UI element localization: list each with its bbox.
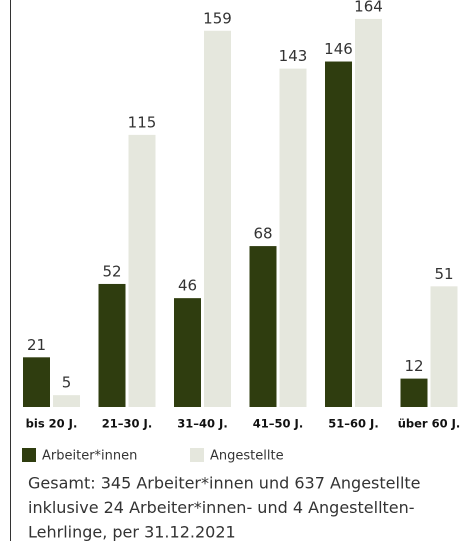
bar <box>204 30 231 407</box>
value-label: 164 <box>354 0 383 15</box>
bar <box>355 18 382 407</box>
x-tick-label: 41–50 J. <box>253 417 303 431</box>
bar <box>279 68 307 407</box>
x-tick-label: 21–30 J. <box>102 417 152 431</box>
x-tick-label: über 60 J. <box>398 417 461 431</box>
value-label: 115 <box>128 113 157 131</box>
bar <box>23 357 50 407</box>
x-tick-label: bis 20 J. <box>26 417 78 431</box>
footnote: Lehrlinge, per 31.12.2021 <box>28 523 236 541</box>
value-label: 146 <box>324 40 353 58</box>
x-tick-label: 51–60 J. <box>328 417 378 431</box>
legend-swatch <box>190 448 204 462</box>
bar <box>98 283 126 407</box>
bar <box>53 395 80 407</box>
legend-label: Angestellte <box>210 449 284 464</box>
value-label: 21 <box>27 336 46 354</box>
value-label: 68 <box>253 225 272 243</box>
value-label: 52 <box>102 262 121 280</box>
x-tick-label: 31–40 J. <box>177 417 227 431</box>
value-label: 5 <box>62 374 72 392</box>
legend-label: Arbeiter*innen <box>42 449 137 464</box>
bar <box>128 134 156 407</box>
value-label: 46 <box>178 277 197 295</box>
value-label: 51 <box>434 265 453 283</box>
bar <box>430 286 458 407</box>
bar <box>174 298 201 407</box>
legend-swatch <box>22 448 36 462</box>
footnote: inklusive 24 Arbeiter*innen- und 4 Anges… <box>28 498 415 517</box>
bar <box>325 61 352 407</box>
bar <box>400 378 428 407</box>
value-label: 143 <box>279 47 308 65</box>
bar <box>249 246 277 407</box>
value-label: 159 <box>203 9 232 27</box>
value-label: 12 <box>404 357 423 375</box>
footnote: Gesamt: 345 Arbeiter*innen und 637 Anges… <box>28 474 421 493</box>
